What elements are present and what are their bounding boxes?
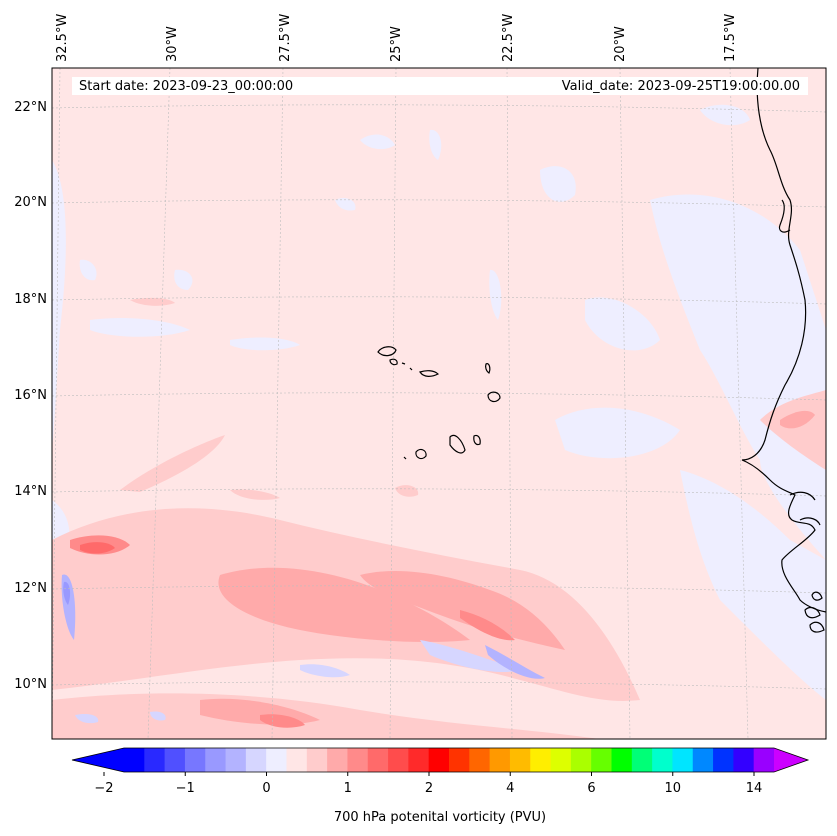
colorbar-swatch — [631, 748, 653, 772]
longitude-labels: 32.5°W 30°W 27.5°W 25°W 22.5°W 20°W 17.5… — [55, 14, 738, 62]
lon-label: 25°W — [389, 26, 404, 62]
lat-label: 10°N — [14, 677, 47, 692]
colorbar-swatch — [469, 748, 491, 772]
lon-label: 32.5°W — [55, 14, 70, 62]
colorbar-swatch — [245, 748, 267, 772]
colorbar-swatch — [530, 748, 552, 772]
colorbar-swatch — [266, 748, 287, 772]
colorbar-swatch — [489, 748, 511, 772]
cape-verde-islands — [377, 346, 501, 460]
colorbar-tick-label: 14 — [746, 781, 763, 796]
colorbar-swatch — [591, 748, 612, 772]
colorbar-swatch — [367, 748, 389, 772]
colorbar-swatch — [327, 748, 348, 772]
west-africa-coastline — [741, 68, 826, 613]
colorbar-swatch — [347, 748, 369, 772]
lat-label: 12°N — [14, 581, 47, 596]
colorbar-outline — [71, 747, 810, 773]
pv-negative-streaks — [61, 574, 545, 724]
colorbar-swatch — [733, 748, 755, 772]
lon-label: 30°W — [165, 26, 180, 62]
colorbar-over-extend — [774, 748, 808, 772]
colorbar-swatch — [306, 748, 328, 772]
lat-label: 22°N — [14, 100, 47, 115]
colorbar-tick-label: −2 — [94, 781, 113, 796]
colorbar-swatch — [408, 748, 430, 772]
colorbar-swatch — [164, 748, 186, 772]
lon-label: 22.5°W — [501, 14, 516, 62]
lat-label: 18°N — [14, 292, 47, 307]
colorbar-swatch — [753, 748, 775, 772]
colorbar-swatch — [652, 748, 673, 772]
colorbar-swatch — [388, 748, 409, 772]
colorbar-swatch — [672, 748, 694, 772]
latitude-labels: 22°N 20°N 18°N 16°N 14°N 12°N 10°N — [14, 100, 47, 692]
colorbar-swatch — [611, 748, 633, 772]
colorbar-tick-label: 10 — [664, 781, 681, 796]
colorbar — [71, 747, 810, 773]
start-date-label: Start date: 2023-09-23_00:00:00 — [79, 79, 293, 94]
lon-label: 27.5°W — [278, 14, 293, 62]
lat-label: 14°N — [14, 484, 47, 499]
colorbar-swatch — [124, 748, 145, 772]
colorbar-tick-label: 4 — [506, 781, 514, 796]
lon-label: 17.5°W — [723, 14, 738, 62]
colorbar-label: 700 hPa potenital vorticity (PVU) — [334, 810, 546, 825]
colorbar-under-extend — [72, 748, 124, 772]
colorbar-tick-label: −1 — [176, 781, 195, 796]
colorbar-swatch — [225, 748, 247, 772]
valid-date-label: Valid_date: 2023-09-25T19:00:00.00 — [562, 79, 800, 94]
colorbar-tick-label: 6 — [587, 781, 595, 796]
colorbar-swatch — [713, 748, 734, 772]
map-frame — [51, 67, 827, 740]
colorbar-swatch — [509, 748, 531, 772]
lat-label: 16°N — [14, 388, 47, 403]
colorbar-swatch — [692, 748, 714, 772]
colorbar-swatch — [184, 748, 206, 772]
colorbar-tick-label: 0 — [262, 781, 270, 796]
colorbar-tick-label: 1 — [344, 781, 352, 796]
lat-label: 20°N — [14, 195, 47, 210]
colorbar-ticks: −2 −1 0 1 2 4 6 10 14 — [94, 772, 762, 796]
colorbar-swatch — [428, 748, 450, 772]
lon-label: 20°W — [613, 26, 628, 62]
coastlines — [741, 68, 826, 633]
map-panel — [52, 68, 826, 739]
colorbar-swatch — [286, 748, 308, 772]
colorbar-swatch — [570, 748, 592, 772]
colorbar-swatch — [144, 748, 166, 772]
colorbar-swatch — [205, 748, 227, 772]
colorbar-tick-label: 2 — [425, 781, 433, 796]
colorbar-swatch — [550, 748, 572, 772]
date-header-box — [72, 77, 808, 95]
colorbar-swatch — [449, 748, 470, 772]
